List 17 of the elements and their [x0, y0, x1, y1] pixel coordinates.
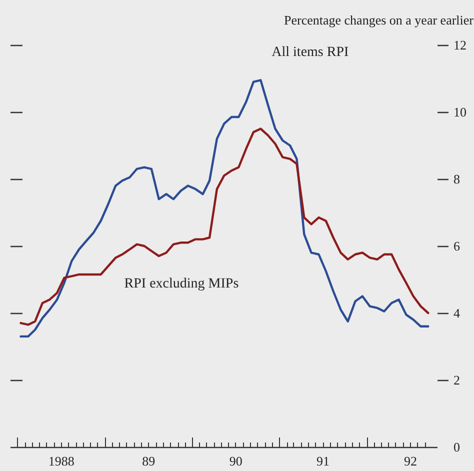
- series-label: RPI excluding MIPs: [124, 276, 239, 292]
- x-tick-label: 92: [404, 454, 417, 468]
- y-tick-label: 0: [454, 440, 460, 454]
- y-axis-title: Percentage changes on a year earlier: [284, 12, 474, 28]
- x-tick-label: 89: [142, 454, 156, 468]
- y-tick-label: 2: [454, 372, 460, 388]
- x-tick-label: 90: [229, 454, 242, 468]
- y-tick-label: 8: [454, 172, 460, 186]
- line-series: [20, 79, 430, 338]
- y-tick-label: 4: [454, 306, 460, 320]
- y-tick-label: 12: [454, 38, 466, 52]
- y-tick-label: 6: [454, 238, 460, 254]
- line-series: [20, 128, 430, 326]
- y-tick-label: 10: [454, 104, 466, 120]
- x-tick-label: 1988: [48, 454, 74, 468]
- x-tick-label: 91: [316, 454, 330, 468]
- series-label: All items RPI: [272, 45, 349, 60]
